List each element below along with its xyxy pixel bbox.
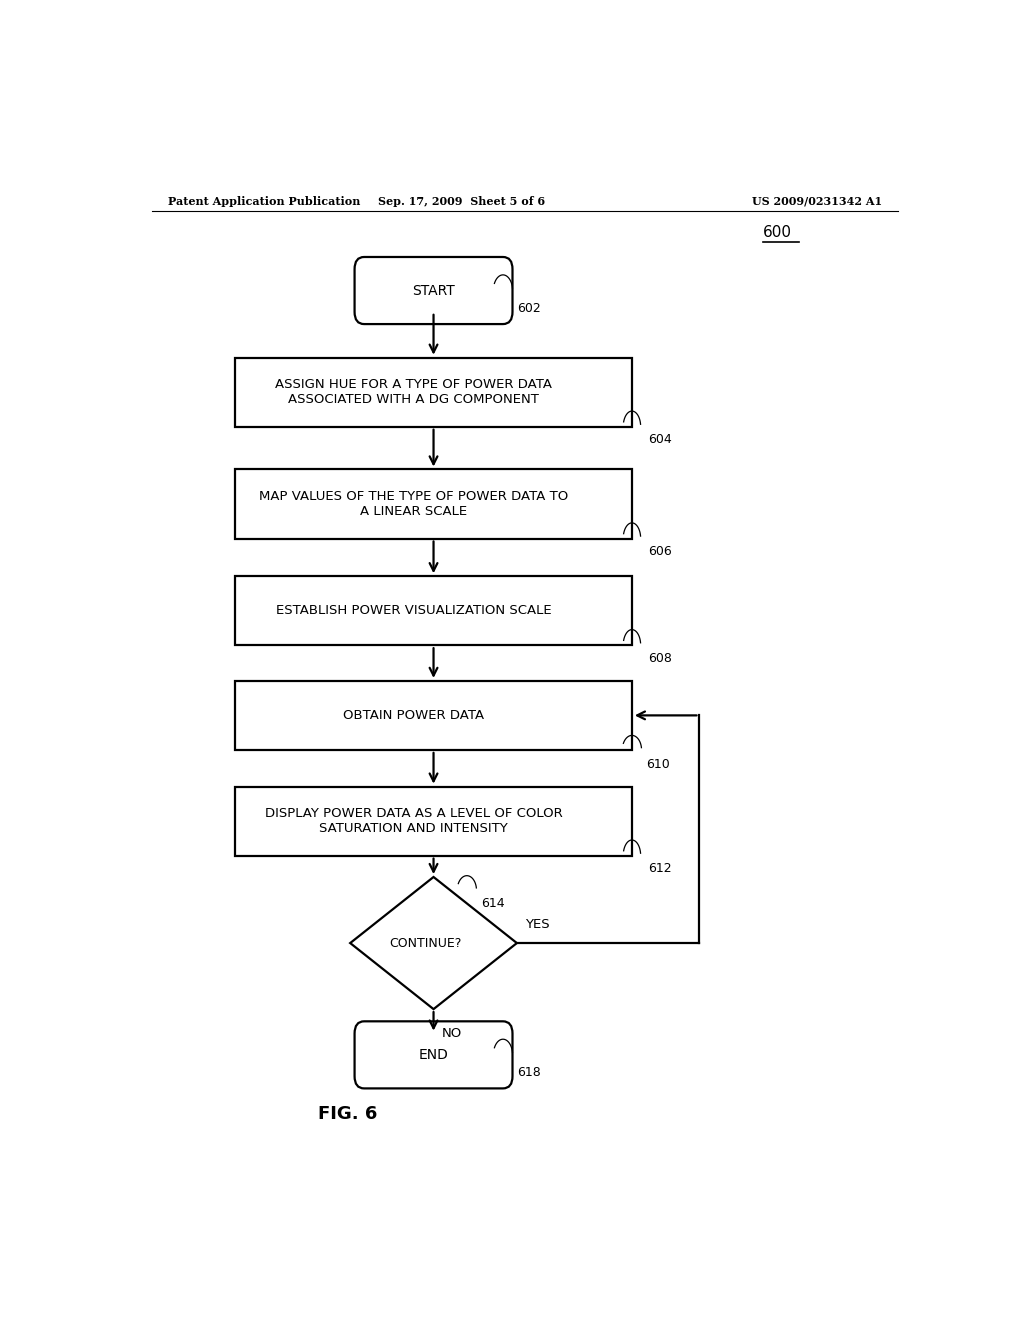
Text: Sep. 17, 2009  Sheet 5 of 6: Sep. 17, 2009 Sheet 5 of 6 [378,195,545,207]
FancyBboxPatch shape [354,1022,512,1089]
Text: CONTINUE?: CONTINUE? [389,937,462,949]
Text: DISPLAY POWER DATA AS A LEVEL OF COLOR
SATURATION AND INTENSITY: DISPLAY POWER DATA AS A LEVEL OF COLOR S… [265,807,562,836]
Text: END: END [419,1048,449,1061]
FancyBboxPatch shape [354,257,512,325]
Text: 602: 602 [517,302,541,314]
Text: FIG. 6: FIG. 6 [318,1105,378,1123]
Bar [236,576,632,645]
Text: 604: 604 [648,433,673,446]
Text: YES: YES [524,917,550,931]
Text: MAP VALUES OF THE TYPE OF POWER DATA TO
A LINEAR SCALE: MAP VALUES OF THE TYPE OF POWER DATA TO … [259,490,568,517]
Text: 612: 612 [648,862,672,875]
Text: ESTABLISH POWER VISUALIZATION SCALE: ESTABLISH POWER VISUALIZATION SCALE [275,605,552,618]
Bar [236,787,632,855]
Text: OBTAIN POWER DATA: OBTAIN POWER DATA [343,709,484,722]
Text: 606: 606 [648,545,673,558]
Text: 600: 600 [763,224,792,240]
Text: 618: 618 [517,1067,541,1078]
Text: START: START [413,284,455,297]
Polygon shape [350,876,517,1008]
Text: Patent Application Publication: Patent Application Publication [168,195,360,207]
Text: 614: 614 [481,896,505,909]
Bar [236,681,632,750]
Text: 610: 610 [646,758,670,771]
Bar [236,470,632,539]
Text: US 2009/0231342 A1: US 2009/0231342 A1 [752,195,882,207]
Text: ASSIGN HUE FOR A TYPE OF POWER DATA
ASSOCIATED WITH A DG COMPONENT: ASSIGN HUE FOR A TYPE OF POWER DATA ASSO… [275,378,552,407]
Text: 608: 608 [648,652,673,665]
Bar [236,358,632,426]
Text: NO: NO [441,1027,462,1040]
